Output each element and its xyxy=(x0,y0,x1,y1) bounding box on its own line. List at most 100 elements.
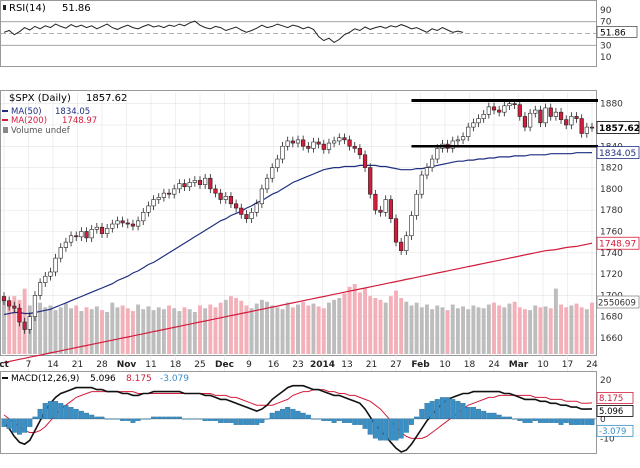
volume-bar xyxy=(347,286,352,354)
price-header: $SPX (Daily) 1857.62 MA(50) 1834.05 MA(2… xyxy=(2,93,127,136)
candle-body xyxy=(259,188,265,205)
macd-hist-bar xyxy=(455,401,461,419)
candle-body xyxy=(285,140,290,147)
candle-body xyxy=(94,226,99,230)
price-tag-box xyxy=(596,121,640,134)
macd-signal-line xyxy=(3,389,593,439)
macd-hist-bar xyxy=(470,406,476,419)
macd-hist-bar xyxy=(295,410,301,419)
price-title: $SPX (Daily) xyxy=(9,93,71,104)
candle-body xyxy=(203,177,208,185)
candle-body xyxy=(68,235,74,243)
volume-bar xyxy=(146,306,151,354)
volume-bar xyxy=(507,303,512,354)
candle-body xyxy=(197,180,203,185)
macd-hist-bar xyxy=(213,418,218,421)
volume-bar xyxy=(74,305,79,354)
volume-bar xyxy=(79,311,84,354)
candle-body xyxy=(476,118,481,124)
volume-bar xyxy=(522,309,527,354)
macd-hist-bar xyxy=(434,399,440,420)
candle-body xyxy=(79,231,84,238)
macd-hist-bar xyxy=(584,418,590,425)
macd-hist-bar xyxy=(259,418,265,423)
candle-body xyxy=(543,107,548,124)
candle-body xyxy=(115,220,120,225)
volume-bar xyxy=(450,304,455,354)
volume-bar xyxy=(265,301,270,354)
volume-bar xyxy=(141,309,146,354)
date-tick-label: 18 xyxy=(464,360,476,370)
macd-hist-bar xyxy=(568,418,574,425)
macd-hist-bar xyxy=(357,418,363,425)
macd-hist-bar xyxy=(249,418,255,425)
date-tick-label: Nov xyxy=(117,360,137,370)
volume-bar xyxy=(409,305,414,354)
rsi-last-value-label: 51.86 xyxy=(600,28,626,38)
macd-header: MACD(12,26,9) 5.096 8.175 -3.079 xyxy=(2,374,189,384)
date-tick-label: 28 xyxy=(96,360,108,370)
candle-body xyxy=(564,119,569,126)
volume-bar xyxy=(455,308,460,354)
macd-hist-bar xyxy=(501,416,507,419)
date-tick-label: 7 xyxy=(26,360,32,370)
macd-hist-bar xyxy=(507,416,512,419)
macd-hist-bar xyxy=(17,418,22,435)
date-tick-label: Mar xyxy=(509,360,529,370)
rsi-tick-label: 70 xyxy=(600,18,612,28)
volume-bar xyxy=(94,306,99,354)
volume-bar xyxy=(388,296,393,354)
axis-labels: 907050301051.861880186018401820180017801… xyxy=(0,6,640,444)
date-tick-label: 18 xyxy=(170,360,182,370)
macd-hist-bar xyxy=(393,418,399,441)
candle-body xyxy=(156,197,161,200)
candle-body xyxy=(63,241,68,248)
macd-hist-bar xyxy=(522,418,528,423)
volume-bar xyxy=(115,307,120,354)
volume-bar xyxy=(543,306,548,354)
rsi-tick-label: 10 xyxy=(600,53,612,63)
candle-body xyxy=(527,112,533,128)
macd-hist-bar xyxy=(47,401,53,419)
date-tick-label: 17 xyxy=(562,360,573,370)
volume-bar xyxy=(110,302,115,354)
candle-body xyxy=(166,192,172,195)
date-tick-label: 13 xyxy=(341,360,352,370)
macd-hist-bar xyxy=(300,412,306,419)
macd-hist-bar xyxy=(280,408,285,420)
macd-hist-bar xyxy=(290,408,296,420)
macd-hist-bar xyxy=(6,418,12,429)
macd-hist-bar xyxy=(145,418,151,420)
volume-bar xyxy=(244,305,249,354)
volume-bar xyxy=(306,305,311,354)
candle-body xyxy=(331,140,337,144)
volume-bars xyxy=(2,284,594,354)
macd-hist-bar xyxy=(94,416,100,419)
macd-hist-bar xyxy=(409,418,414,425)
macd-hist-bar xyxy=(109,418,115,420)
macd-hist-bar xyxy=(553,418,559,423)
volume-bar xyxy=(461,306,466,354)
candle-body xyxy=(352,145,357,149)
candle-body xyxy=(290,140,295,144)
volume-bar xyxy=(161,309,166,354)
volume-bar xyxy=(311,303,316,354)
volume-bar xyxy=(280,309,285,354)
macd-hist-bar xyxy=(140,418,146,420)
macd-hist-bar xyxy=(331,418,337,423)
volume-bar xyxy=(48,305,53,354)
volume-legend-label: Volume undef xyxy=(11,126,71,136)
volume-bar xyxy=(2,298,6,354)
candle-body xyxy=(311,141,316,149)
candle-body xyxy=(337,137,342,142)
candle-body xyxy=(239,207,244,215)
macd-hist-bar xyxy=(362,418,368,429)
macd-hist-bar xyxy=(22,418,28,433)
candle-body xyxy=(74,235,79,238)
macd-hist-bar xyxy=(465,406,471,419)
volume-bar xyxy=(440,307,445,354)
volume-bar xyxy=(445,310,450,354)
candle-body xyxy=(192,180,197,183)
volume-bar xyxy=(53,310,58,354)
volume-bar xyxy=(471,305,476,354)
